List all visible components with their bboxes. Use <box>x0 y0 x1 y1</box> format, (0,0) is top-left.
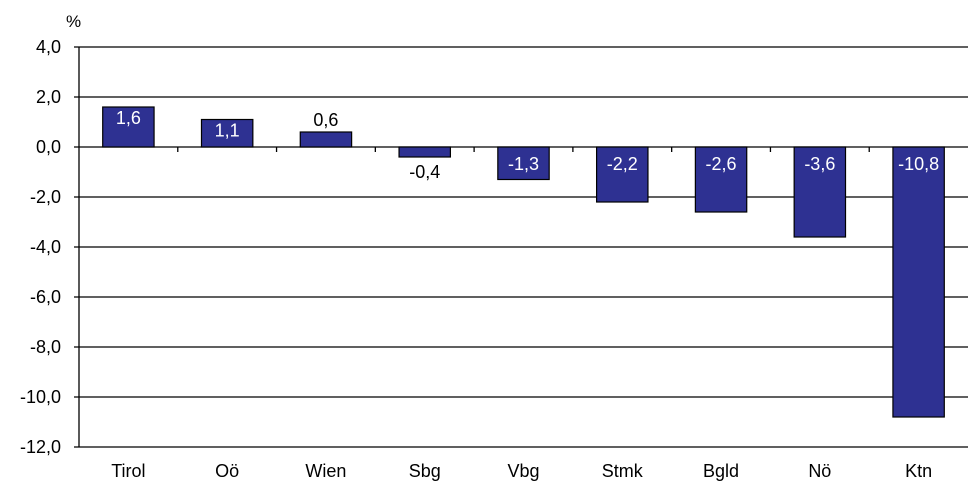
y-tick-label: -4,0 <box>30 237 61 257</box>
category-label: Ktn <box>905 461 932 481</box>
y-tick-label: 2,0 <box>36 87 61 107</box>
y-tick-label: -12,0 <box>20 437 61 457</box>
data-label: 0,6 <box>313 110 338 130</box>
data-label: 1,6 <box>116 108 141 128</box>
data-label: -1,3 <box>508 154 539 174</box>
category-label: Vbg <box>507 461 539 481</box>
data-label: -2,2 <box>607 154 638 174</box>
bar <box>398 146 452 158</box>
bar <box>793 146 847 238</box>
x-tick-marks <box>177 147 870 152</box>
data-labels: 1,6 1,1 0,6 -0,4 -1,3 -2,2 -2,6 -3,6 -10,8 <box>116 108 939 182</box>
bars <box>102 106 945 418</box>
category-label: Nö <box>808 461 831 481</box>
y-tick-label: -10,0 <box>20 387 61 407</box>
data-label: -2,6 <box>706 154 737 174</box>
y-tick-label: -2,0 <box>30 187 61 207</box>
y-tick-labels: 4,0 2,0 0,0 -2,0 -4,0 -6,0 -8,0 -10,0 -12,0 <box>20 37 61 457</box>
y-tick-label: 4,0 <box>36 37 61 57</box>
bar <box>299 131 353 148</box>
y-tick-label: -8,0 <box>30 337 61 357</box>
data-label: -3,6 <box>804 154 835 174</box>
y-tick-label: -6,0 <box>30 287 61 307</box>
gridlines <box>74 46 968 448</box>
category-label: Oö <box>215 461 239 481</box>
bar <box>694 146 748 213</box>
bar <box>102 106 155 148</box>
category-label: Sbg <box>409 461 441 481</box>
data-label: -10,8 <box>898 154 939 174</box>
bar <box>200 118 254 148</box>
y-tick-label: 0,0 <box>36 137 61 157</box>
y-unit-label: % <box>66 12 81 31</box>
bar <box>497 146 550 181</box>
data-label: 1,1 <box>215 121 240 141</box>
category-label: Tirol <box>111 461 145 481</box>
bar <box>595 146 649 203</box>
category-labels: Tirol Oö Wien Sbg Vbg Stmk Bgld Nö Ktn <box>111 461 932 481</box>
data-label: -0,4 <box>409 162 440 182</box>
category-label: Bgld <box>703 461 739 481</box>
bar <box>892 146 945 418</box>
category-label: Wien <box>305 461 346 481</box>
category-label: Stmk <box>602 461 644 481</box>
